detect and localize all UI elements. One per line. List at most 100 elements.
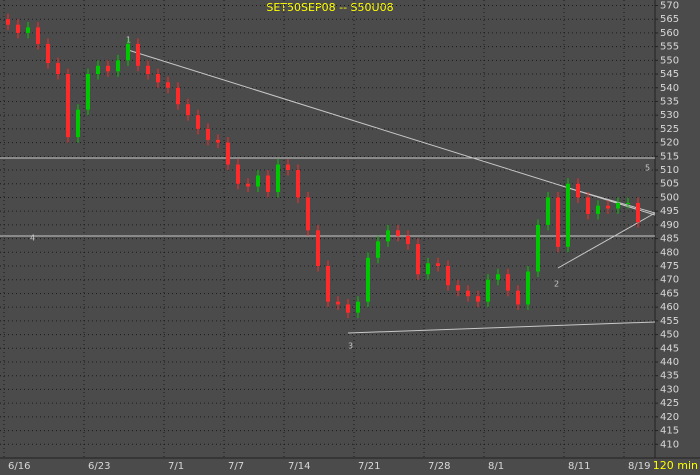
x-tick-label: 6/23 bbox=[88, 461, 110, 472]
candle-body bbox=[606, 205, 610, 209]
candle-body bbox=[496, 274, 500, 280]
y-tick-label: 495 bbox=[660, 206, 679, 217]
candle-body bbox=[336, 301, 340, 305]
y-tick-label: 545 bbox=[660, 69, 679, 80]
y-tick-label: 440 bbox=[660, 357, 679, 368]
candle-body bbox=[306, 197, 310, 231]
candle-body bbox=[196, 115, 200, 129]
x-tick-label: 7/21 bbox=[358, 461, 380, 472]
y-tick-label: 560 bbox=[660, 28, 679, 39]
candle-body bbox=[126, 43, 130, 61]
y-tick-label: 410 bbox=[660, 439, 679, 450]
candle-body bbox=[6, 19, 10, 25]
trend-line bbox=[557, 212, 656, 269]
candle-body bbox=[226, 142, 230, 165]
candle-body bbox=[346, 304, 350, 313]
y-tick-label: 415 bbox=[660, 426, 679, 437]
y-tick-label: 530 bbox=[660, 110, 679, 121]
y-tick-label: 425 bbox=[660, 398, 679, 409]
candle-body bbox=[106, 65, 110, 72]
y-tick-label: 450 bbox=[660, 330, 679, 341]
candle-body bbox=[556, 197, 560, 247]
candle-body bbox=[66, 74, 70, 138]
candle-body bbox=[386, 230, 390, 242]
candle-body bbox=[316, 230, 320, 267]
y-tick-label: 520 bbox=[660, 138, 679, 149]
interval-label: 120 min bbox=[653, 459, 698, 472]
y-tick-label: 525 bbox=[660, 124, 679, 135]
candle-body bbox=[616, 202, 620, 209]
candle-body bbox=[56, 63, 60, 75]
y-tick-label: 435 bbox=[660, 371, 679, 382]
candle-body bbox=[256, 175, 260, 187]
candle-body bbox=[416, 244, 420, 275]
y-tick-label: 540 bbox=[660, 83, 679, 94]
candle-body bbox=[406, 235, 410, 245]
annotation: 3 bbox=[348, 342, 353, 351]
candle-body bbox=[206, 128, 210, 140]
x-tick-label: 7/14 bbox=[288, 461, 310, 472]
candle-body bbox=[176, 87, 180, 105]
candle-body bbox=[266, 175, 270, 192]
x-tick-label: 7/7 bbox=[228, 461, 244, 472]
chart-title: SET50SEP08 -- S50U08 bbox=[266, 1, 393, 14]
y-tick-label: 550 bbox=[660, 55, 679, 66]
candle-body bbox=[596, 205, 600, 214]
y-tick-label: 555 bbox=[660, 42, 679, 53]
x-tick-label: 7/1 bbox=[168, 461, 184, 472]
y-tick-label: 490 bbox=[660, 220, 679, 231]
candle-body bbox=[526, 271, 530, 305]
x-tick-label: 8/19 bbox=[628, 461, 650, 472]
candle-body bbox=[376, 241, 380, 258]
candle-body bbox=[246, 183, 250, 187]
candle-body bbox=[276, 164, 280, 192]
candle-body bbox=[26, 27, 30, 33]
x-tick-label: 7/28 bbox=[428, 461, 450, 472]
y-tick-label: 445 bbox=[660, 343, 679, 354]
y-tick-label: 480 bbox=[660, 247, 679, 258]
candle-body bbox=[286, 164, 290, 171]
annotation: 4 bbox=[30, 234, 35, 243]
candle-body bbox=[566, 183, 570, 247]
candle-body bbox=[486, 279, 490, 302]
candle-body bbox=[636, 202, 640, 223]
y-tick-label: 515 bbox=[660, 151, 679, 162]
candle-body bbox=[356, 301, 360, 313]
candle-body bbox=[466, 290, 470, 297]
y-tick-label: 455 bbox=[660, 316, 679, 327]
candle-body bbox=[546, 197, 550, 225]
candle-body bbox=[186, 104, 190, 116]
annotation: 5 bbox=[645, 164, 650, 173]
candle-body bbox=[236, 164, 240, 184]
candle-body bbox=[586, 197, 590, 214]
y-tick-label: 420 bbox=[660, 412, 679, 423]
candle-body bbox=[36, 27, 40, 44]
candle-body bbox=[146, 65, 150, 75]
candle-body bbox=[96, 65, 100, 75]
trend-line bbox=[567, 187, 656, 214]
candle-body bbox=[166, 82, 170, 88]
candle-body bbox=[296, 170, 300, 198]
y-tick-label: 565 bbox=[660, 14, 679, 25]
y-tick-label: 460 bbox=[660, 302, 679, 313]
candle-body bbox=[136, 43, 140, 66]
y-tick-label: 500 bbox=[660, 192, 679, 203]
candle-body bbox=[536, 224, 540, 272]
candle-body bbox=[216, 139, 220, 143]
candle-body bbox=[116, 60, 120, 72]
x-tick-label: 6/16 bbox=[8, 461, 30, 472]
y-tick-label: 570 bbox=[660, 0, 679, 11]
annotation: 1 bbox=[126, 36, 131, 45]
candle-body bbox=[626, 202, 630, 204]
y-tick-label: 535 bbox=[660, 96, 679, 107]
candle-body bbox=[476, 296, 480, 302]
candle-body bbox=[456, 285, 460, 291]
candle-body bbox=[396, 230, 400, 236]
candle-body bbox=[436, 263, 440, 267]
y-tick-label: 485 bbox=[660, 234, 679, 245]
y-tick-label: 475 bbox=[660, 261, 679, 272]
candle-body bbox=[16, 24, 20, 33]
candle-body bbox=[156, 74, 160, 83]
